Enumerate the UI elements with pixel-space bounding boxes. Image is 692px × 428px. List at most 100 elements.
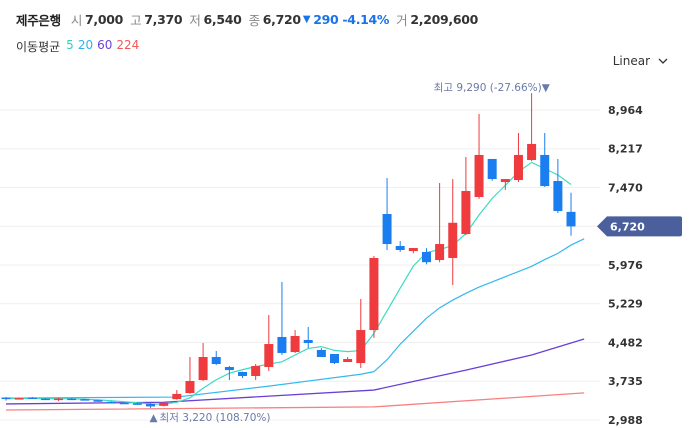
candle (251, 364, 261, 381)
up-arrow-icon: ▲ (150, 412, 159, 424)
candle-body (553, 181, 563, 212)
low-label: 저 (189, 13, 201, 28)
candle (159, 402, 169, 407)
y-tick-label: 7,470 (608, 181, 643, 194)
candle (421, 248, 431, 265)
candle-body (40, 398, 50, 401)
candle (408, 248, 418, 254)
y-tick-label: 5,976 (608, 259, 643, 272)
candle-body (159, 402, 169, 406)
candle-body (330, 353, 339, 364)
candle-body (527, 143, 537, 161)
ma5-legend[interactable]: 5 (66, 38, 74, 52)
candle (119, 402, 129, 405)
candle-body (513, 154, 523, 181)
candle-body (93, 400, 103, 402)
y-tick-label: 3,735 (608, 375, 643, 388)
candle-body (185, 381, 195, 394)
candle-body (238, 371, 248, 376)
candle-body (224, 367, 234, 371)
candle-body (106, 401, 116, 404)
candle-body (80, 399, 90, 401)
moving-average-legend: 이동평균 5 20 60 224 (16, 38, 139, 55)
volume-value: 2,209,600 (410, 12, 479, 27)
candle-body (382, 213, 392, 245)
candle (172, 390, 182, 400)
candle (290, 330, 300, 353)
candle (382, 178, 392, 250)
down-arrow-icon: ▼ (542, 82, 551, 94)
candle-body (264, 344, 274, 368)
candle-body (1, 397, 11, 400)
candle-body (146, 403, 156, 407)
candle-body (119, 402, 129, 405)
candle-body (343, 359, 353, 363)
close-value: 6,720 (262, 12, 301, 27)
candle (316, 348, 326, 358)
candle (395, 241, 405, 252)
y-tick-label: 2,988 (608, 414, 643, 427)
open-label: 시 (70, 13, 83, 28)
open-value: 7,000 (85, 12, 124, 27)
candle (356, 299, 366, 369)
ma60-legend[interactable]: 60 (97, 38, 113, 52)
candle (93, 399, 103, 402)
candle-body (67, 398, 77, 401)
candle (67, 398, 77, 401)
candle (343, 357, 353, 363)
candle-body (290, 335, 300, 353)
candle (330, 353, 339, 365)
candle-body (211, 357, 221, 365)
scale-select[interactable]: Linear (613, 54, 668, 68)
candle-body (540, 154, 550, 187)
candle-body (172, 393, 182, 400)
y-tick-label: 4,482 (608, 336, 643, 349)
candle-body (500, 179, 510, 183)
close-label: 종 (248, 13, 261, 28)
candle (198, 343, 208, 381)
candle (106, 401, 116, 404)
candle (487, 158, 497, 181)
y-tick-label: 5,229 (608, 298, 643, 311)
candle (513, 133, 523, 183)
y-tick-label: 8,217 (608, 143, 643, 156)
candle (224, 365, 234, 381)
candle (80, 398, 90, 401)
candle (40, 398, 50, 401)
candle (540, 133, 550, 187)
ma224-line (5, 392, 585, 411)
candle (211, 350, 221, 365)
high-label: 고 (130, 13, 142, 28)
candle-body (369, 257, 379, 331)
high-value: 7,370 (144, 12, 183, 27)
chevron-down-icon (658, 58, 668, 64)
candle (264, 314, 274, 372)
candle (303, 327, 313, 349)
ma-legend-title: 이동평균 (16, 40, 61, 54)
candle-body (251, 366, 261, 376)
candle-body (132, 403, 142, 405)
candle (500, 179, 510, 190)
change-value: 290 (313, 12, 339, 27)
candle (527, 93, 537, 162)
candle-body (316, 350, 326, 358)
quote-header: 제주은행 시 7,000 고 7,370 저 6,540 종 6,720 ▼ 290 -… (16, 10, 485, 29)
candle (146, 402, 156, 408)
candle (474, 113, 484, 199)
volume-label: 거 (396, 13, 408, 28)
candle (14, 397, 24, 400)
y-tick-label: 8,964 (608, 104, 643, 117)
candle-body (356, 330, 366, 364)
change-percent: -4.14% (342, 12, 390, 27)
candle-body (198, 357, 208, 381)
candle (27, 397, 37, 400)
candle-body (566, 211, 576, 227)
candle (277, 282, 287, 356)
ma5-line (5, 161, 572, 405)
candle-body (27, 397, 37, 400)
ma20-legend[interactable]: 20 (77, 38, 94, 52)
candle-body (448, 222, 458, 258)
ma224-legend[interactable]: 224 (116, 38, 140, 52)
stock-name: 제주은행 (16, 13, 61, 28)
